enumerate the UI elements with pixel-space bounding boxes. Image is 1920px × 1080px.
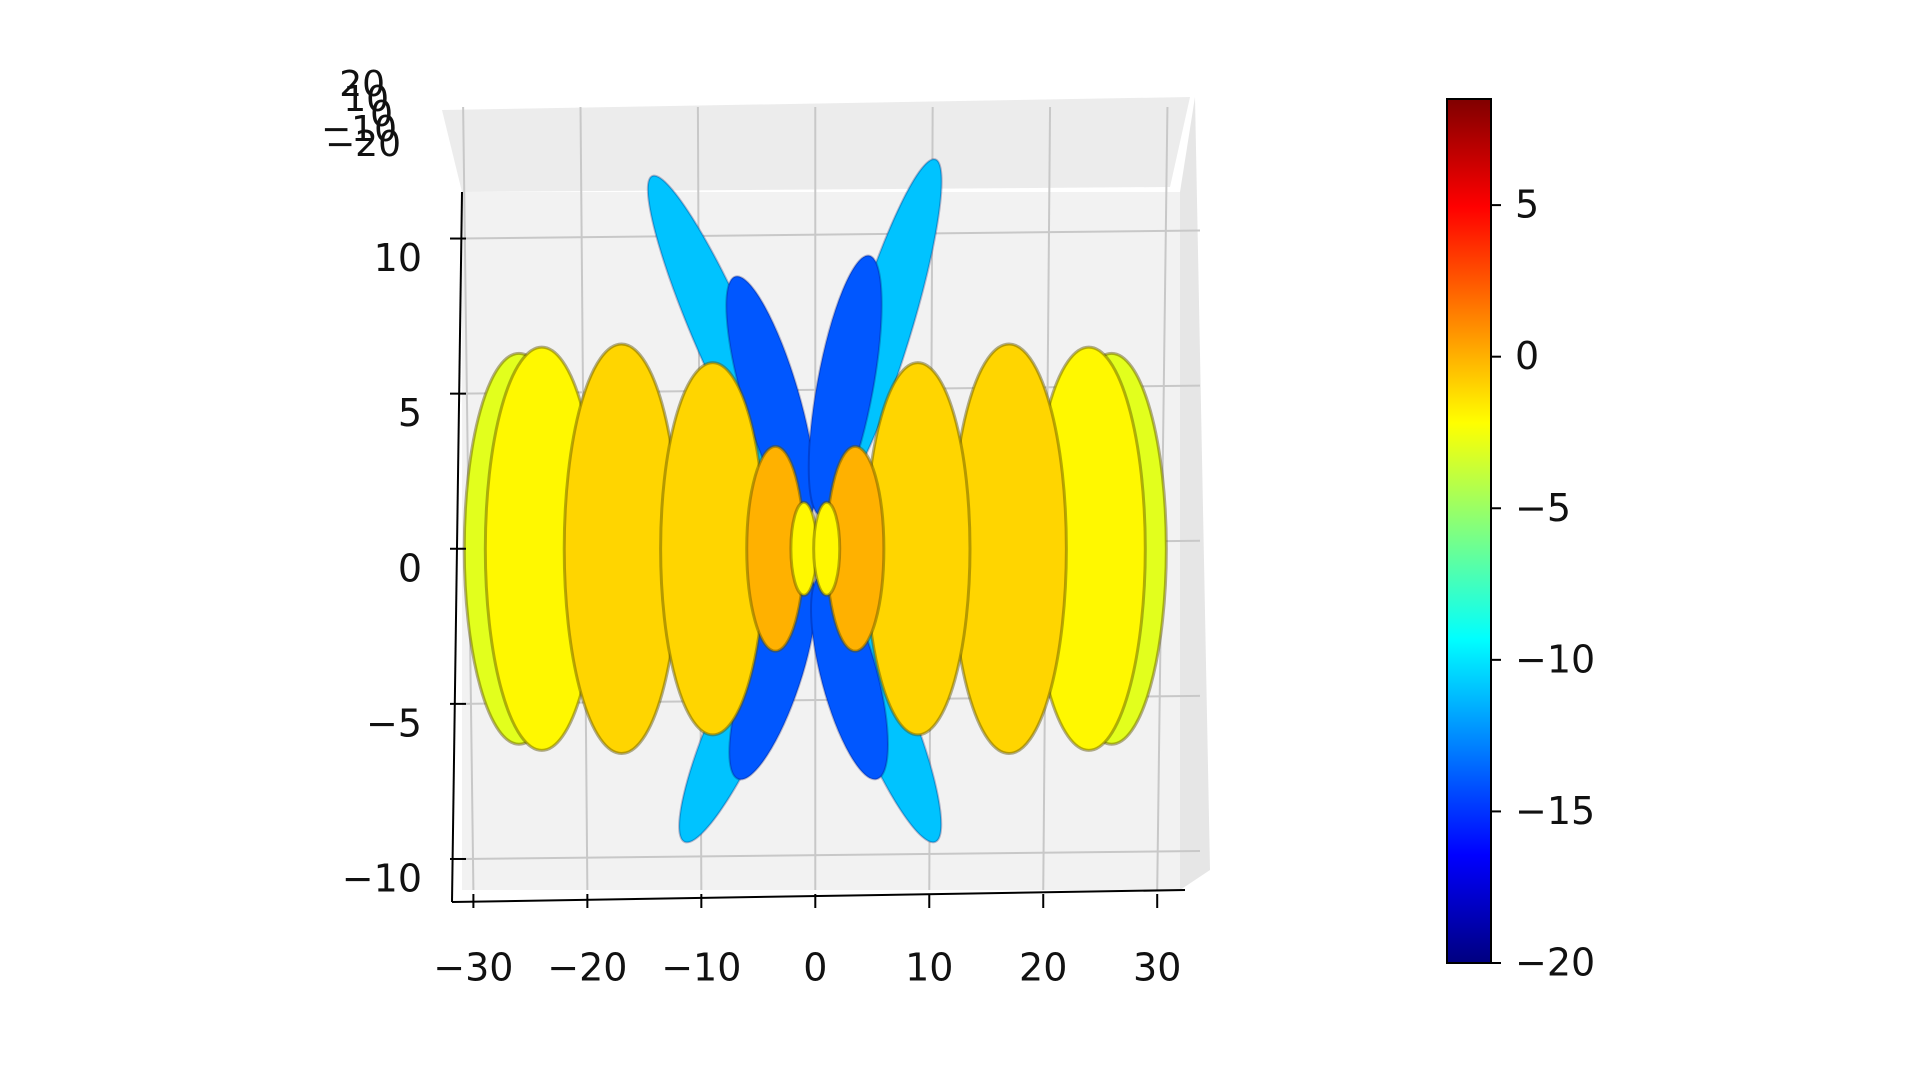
x-tick-label: 30: [1133, 946, 1181, 990]
x-tick-label: −10: [661, 946, 741, 990]
x-axis: [451, 889, 1186, 903]
colorbar: [1446, 98, 1492, 964]
x-tick-label: −20: [547, 946, 627, 990]
y-tick-label: 0: [398, 546, 422, 590]
z-tick-label: 20: [339, 64, 385, 105]
x-tick-label: 20: [1019, 946, 1067, 990]
colorbar-tick-label: −10: [1515, 637, 1595, 681]
y-axis: [451, 191, 463, 903]
lobe: [812, 500, 842, 597]
y-tick-label: −5: [366, 701, 422, 745]
side-pane: [1180, 97, 1210, 890]
colorbar-tick-label: 0: [1515, 334, 1539, 378]
colorbar-tick-label: −5: [1515, 486, 1571, 530]
y-tick-label: −10: [342, 856, 422, 900]
y-tick-label: 10: [374, 236, 422, 280]
grid-line: [461, 849, 1201, 860]
x-tick-label: −30: [433, 946, 513, 990]
z-tick-label: 0: [370, 94, 393, 135]
z-tick-label: −10: [321, 109, 397, 150]
grid-line: [461, 229, 1201, 240]
colorbar-tick-label: 5: [1515, 183, 1539, 227]
x-tick-label: 10: [905, 946, 953, 990]
colorbar-tick-label: −15: [1515, 789, 1595, 833]
z-tick-label: 10: [343, 79, 389, 120]
x-tick-label: 0: [803, 946, 827, 990]
colorbar-tick-label: −20: [1515, 941, 1595, 985]
z-tick-label: −20: [325, 124, 401, 165]
y-tick-label: 5: [398, 391, 422, 435]
